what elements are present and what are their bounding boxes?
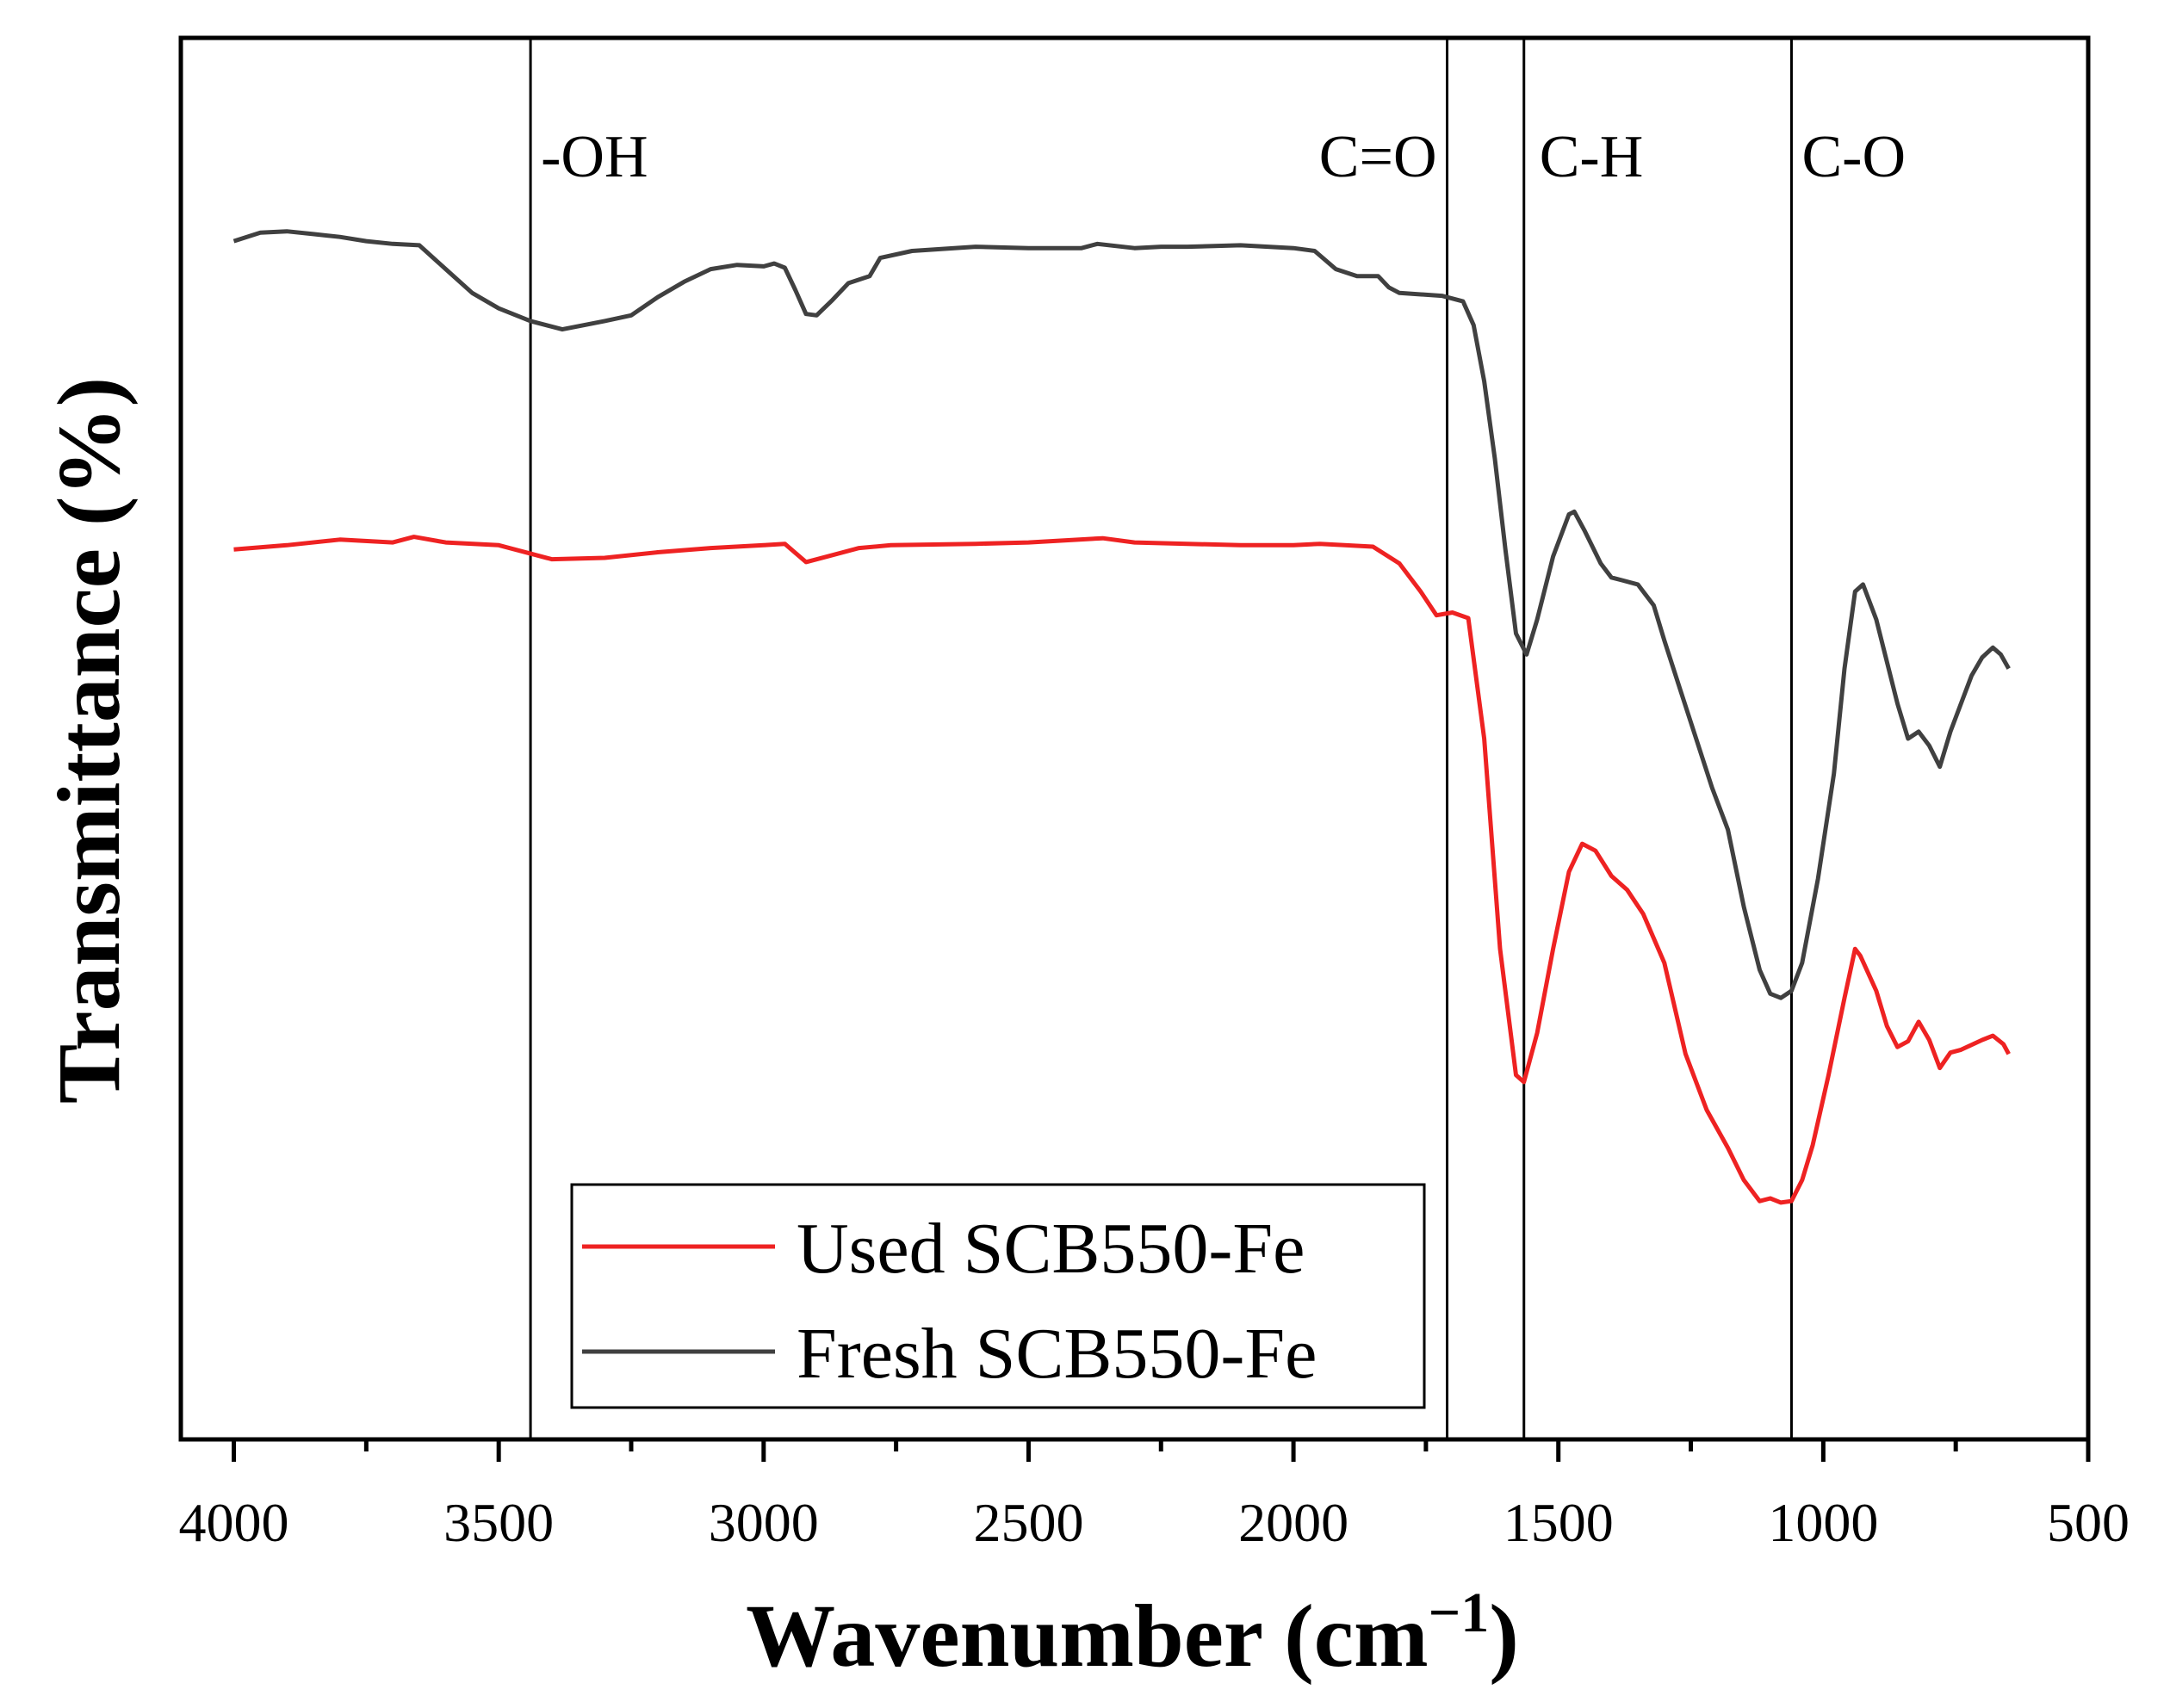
x-axis-title-close: ) — [1489, 1587, 1519, 1686]
legend-box — [570, 1183, 1426, 1409]
band-label-0: -OH — [541, 124, 648, 190]
x-tick-label-1000: 1000 — [1768, 1492, 1878, 1553]
legend-label-used: Used SCB550-Fe — [797, 1209, 1305, 1289]
x-axis-title: Wavenumber (cm−1) — [746, 1581, 1519, 1686]
series-line-fresh — [232, 229, 2011, 1000]
band-label-2: C-H — [1540, 124, 1644, 190]
y-axis-title: Transmittance (%) — [40, 377, 139, 1104]
x-tick-label-1500: 1500 — [1504, 1492, 1614, 1553]
plot-frame — [178, 35, 2091, 1442]
series-line-used — [233, 535, 2011, 1205]
x-tick-label-3000: 3000 — [709, 1492, 819, 1553]
legend-label-fresh: Fresh SCB550-Fe — [797, 1314, 1317, 1394]
x-axis-title-superscript: −1 — [1429, 1581, 1490, 1644]
x-tick-label-4000: 4000 — [179, 1492, 289, 1553]
x-tick-label-3500: 3500 — [443, 1492, 554, 1553]
x-tick-label-2000: 2000 — [1238, 1492, 1348, 1553]
band-label-3: C-O — [1801, 124, 1906, 190]
band-label-1: C=O — [1319, 124, 1437, 190]
x-tick-label-2500: 2500 — [973, 1492, 1083, 1553]
series-group — [232, 229, 2011, 1205]
x-tick-label-500: 500 — [2047, 1492, 2130, 1553]
band-annotations: -OH C=O C-H C-O — [529, 38, 1906, 1439]
legend: Used SCB550-Fe Fresh SCB550-Fe — [570, 1183, 1426, 1409]
x-axis-ticks: 4000 3500 3000 2500 2000 1500 1000 500 — [179, 1439, 2130, 1553]
